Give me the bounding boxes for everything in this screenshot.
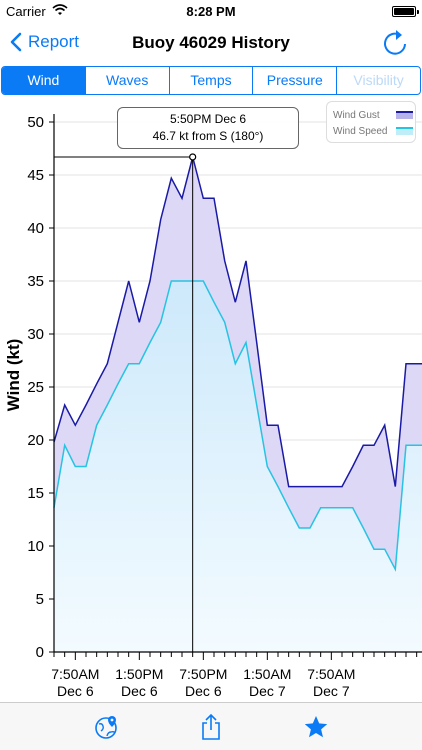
y-tick-label: 20	[27, 432, 44, 449]
map-button[interactable]	[93, 713, 121, 741]
wind-speed-line	[53, 280, 422, 572]
refresh-button[interactable]	[380, 27, 410, 64]
x-tick-day-label: Dec 6	[185, 683, 222, 699]
highlight-point	[189, 153, 197, 161]
segment-temps[interactable]: Temps	[168, 67, 253, 94]
legend-speed-swatch	[396, 127, 413, 135]
back-label: Report	[28, 32, 80, 51]
legend-gust-swatch	[396, 111, 413, 119]
refresh-icon	[384, 30, 406, 55]
battery-icon	[392, 6, 419, 17]
legend-gust-label: Wind Gust	[333, 109, 380, 121]
x-tick-time-label: 7:50AM	[51, 666, 99, 682]
data-point-tooltip: 5:50PM Dec 6 46.7 kt from S (180°)	[117, 107, 299, 149]
star-icon	[304, 716, 328, 738]
globe-pin-icon	[95, 716, 117, 739]
wind-speed-area	[54, 281, 422, 652]
x-tick-time-label: 1:50PM	[115, 666, 163, 682]
segment-waves[interactable]: Waves	[84, 67, 169, 94]
page-title: Buoy 46029 History	[132, 33, 290, 52]
x-tick-time-label: 1:50AM	[243, 666, 291, 682]
wifi-icon	[52, 4, 68, 19]
y-tick-label: 5	[36, 591, 44, 608]
x-tick-time-label: 7:50PM	[179, 666, 227, 682]
tooltip-value: 46.7 kt from S (180°)	[152, 129, 264, 143]
status-bar: Carrier 8:28 PM	[0, 0, 422, 22]
share-icon	[202, 713, 220, 740]
segment-visibility[interactable]: Visibility	[336, 67, 420, 94]
back-button[interactable]: Report	[10, 32, 79, 52]
segment-pressure[interactable]: Pressure	[252, 67, 336, 94]
x-tick-day-label: Dec 7	[313, 683, 350, 699]
share-button[interactable]	[197, 713, 225, 741]
chevron-left-icon	[10, 32, 22, 52]
y-tick-label: 10	[27, 538, 44, 555]
y-tick-label: 35	[27, 273, 44, 290]
navigation-bar: Report Buoy 46029 History	[0, 22, 422, 66]
legend-speed-label: Wind Speed	[333, 125, 388, 137]
y-tick-label: 0	[36, 644, 44, 661]
x-tick-day-label: Dec 7	[249, 683, 286, 699]
wind-gust-line	[53, 156, 422, 488]
tooltip-time: 5:50PM Dec 6	[169, 112, 247, 126]
y-axis-label: Wind (kt)	[4, 339, 23, 412]
bottom-toolbar	[0, 702, 422, 750]
x-tick-time-label: 7:50AM	[307, 666, 355, 682]
x-tick-day-label: Dec 6	[121, 683, 158, 699]
segment-wind[interactable]: Wind	[2, 67, 85, 94]
carrier-label: Carrier	[6, 4, 46, 19]
x-tick-day-label: Dec 6	[57, 683, 94, 699]
y-tick-label: 15	[27, 485, 44, 502]
y-tick-label: 50	[27, 114, 44, 131]
metric-segmented-control: Wind Waves Temps Pressure Visibility	[1, 66, 421, 95]
chart-legend: Wind Gust Wind Speed	[326, 101, 416, 143]
y-tick-label: 25	[27, 379, 44, 396]
y-tick-label: 30	[27, 326, 44, 343]
y-tick-label: 40	[27, 220, 44, 237]
favorite-button[interactable]	[302, 713, 330, 741]
y-tick-label: 45	[27, 167, 44, 184]
clock: 8:28 PM	[186, 4, 236, 19]
